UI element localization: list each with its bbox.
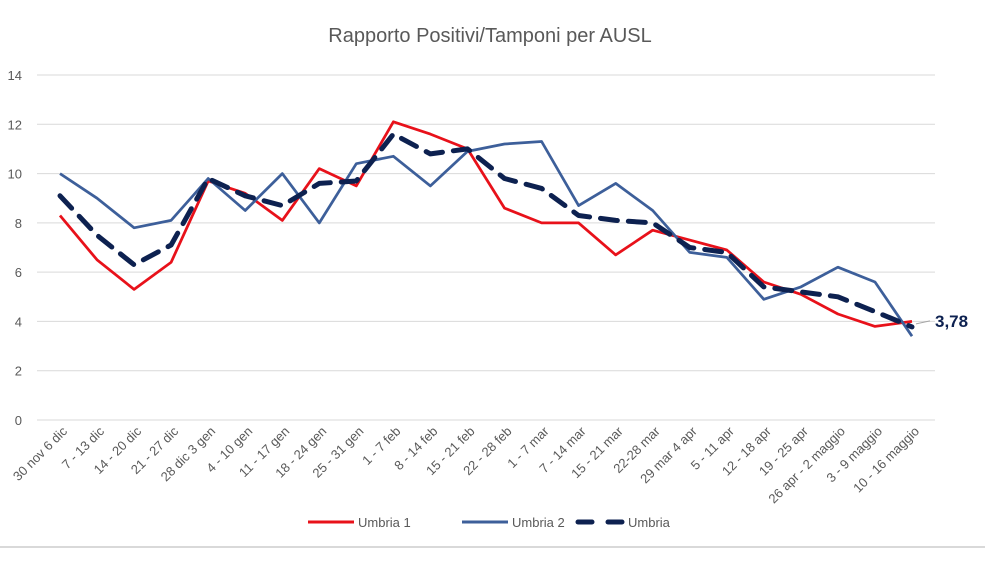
data-label: 3,78 [935, 312, 968, 331]
legend-label: Umbria [628, 515, 671, 530]
y-tick-label: 0 [15, 413, 22, 428]
annotations: 3,78 [915, 312, 968, 331]
y-tick-label: 2 [15, 364, 22, 379]
y-tick-label: 6 [15, 265, 22, 280]
y-tick-label: 4 [15, 314, 22, 329]
data-label-leader [915, 320, 931, 325]
y-tick-label: 12 [8, 117, 22, 132]
y-tick-label: 14 [8, 68, 22, 83]
x-tick-label: 30 nov 6 dic [10, 423, 71, 484]
legend-item: Umbria 2 [462, 515, 565, 530]
x-tick-label: 10 - 16 maggio [850, 424, 922, 496]
legend-item: Umbria 1 [308, 515, 411, 530]
y-axis-ticks: 0 2 4 6 8 10 12 14 [8, 68, 22, 428]
series-lines [57, 120, 915, 337]
y-tick-label: 10 [8, 167, 22, 182]
gridlines [37, 74, 935, 421]
bottom-divider [0, 546, 985, 548]
series-line [57, 131, 915, 330]
y-tick-label: 8 [15, 216, 22, 231]
legend-label: Umbria 1 [358, 515, 411, 530]
series-line [59, 140, 914, 337]
chart-title: Rapporto Positivi/Tamponi per AUSL [328, 25, 652, 47]
legend-item: Umbria [575, 515, 671, 530]
series-line [58, 120, 913, 328]
legend: Umbria 1 Umbria 2 Umbria [308, 515, 671, 530]
legend-label: Umbria 2 [512, 515, 565, 530]
